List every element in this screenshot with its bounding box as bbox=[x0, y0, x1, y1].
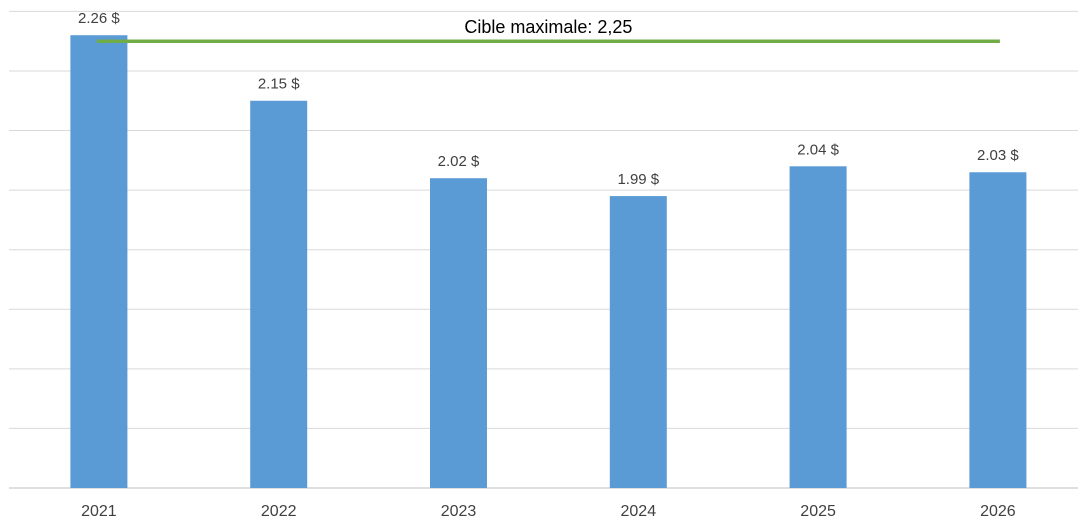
target-label: Cible maximale: 2,25 bbox=[464, 17, 632, 37]
bar bbox=[250, 100, 308, 488]
x-tick-label: 2026 bbox=[980, 503, 1016, 518]
bar bbox=[609, 196, 667, 488]
x-tick-label: 2025 bbox=[800, 503, 836, 518]
bar bbox=[789, 166, 847, 489]
bar bbox=[969, 172, 1027, 488]
bar bbox=[70, 35, 128, 488]
x-tick-label: 2022 bbox=[261, 503, 297, 518]
value-label: 2.15 $ bbox=[258, 76, 300, 93]
x-tick-label: 2021 bbox=[81, 503, 117, 518]
value-label: 2.02 $ bbox=[438, 153, 480, 170]
x-tick-label: 2024 bbox=[621, 503, 657, 518]
value-label: 2.26 $ bbox=[78, 10, 120, 27]
value-label: 1.99 $ bbox=[617, 171, 659, 188]
bar bbox=[430, 178, 487, 488]
x-tick-label: 2023 bbox=[441, 503, 477, 518]
value-label: 2.04 $ bbox=[797, 141, 839, 158]
value-label: 2.03 $ bbox=[977, 147, 1019, 164]
